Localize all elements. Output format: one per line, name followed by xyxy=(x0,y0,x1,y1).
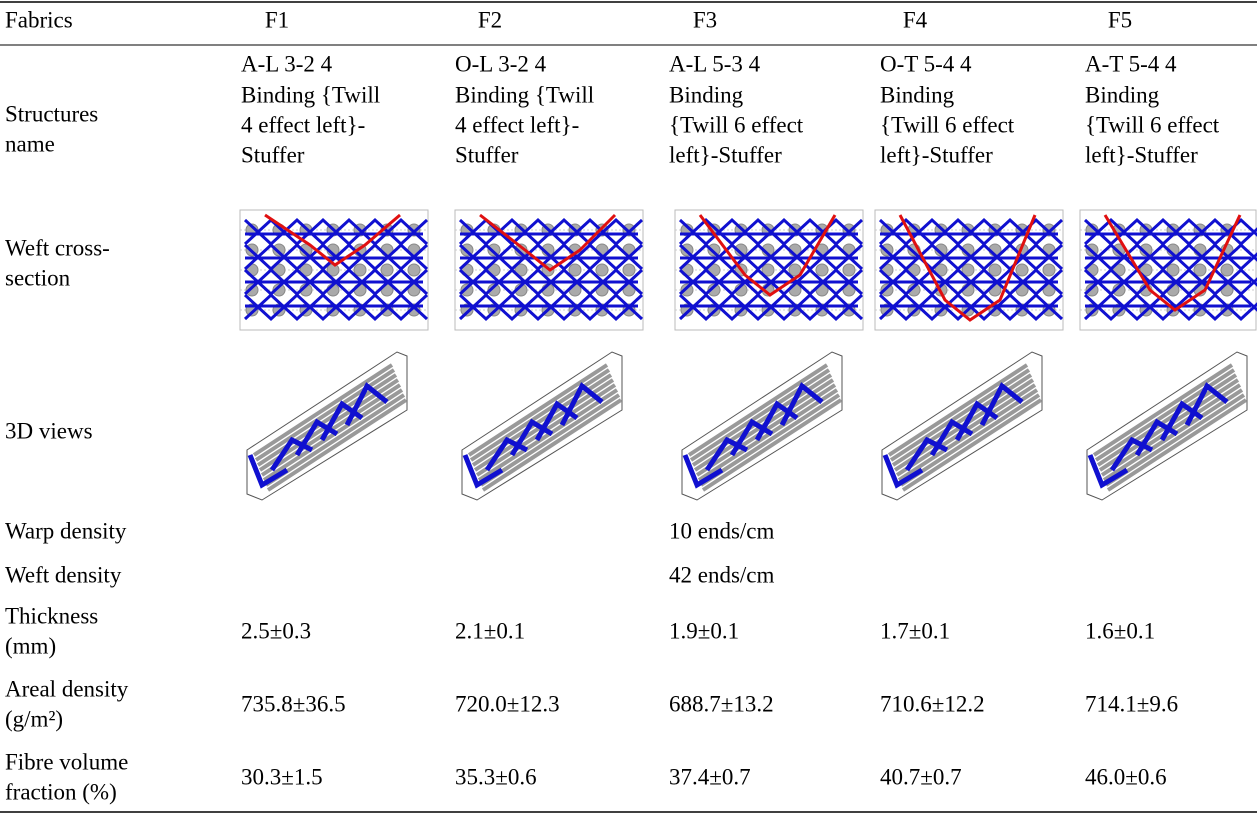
cross-section xyxy=(1080,210,1257,330)
cell-value: 1.7±0.1 xyxy=(880,618,950,643)
cell-value: 42 ends/cm xyxy=(669,562,775,587)
cell-value: 735.8±36.5 xyxy=(241,691,346,716)
row-label: fraction (%) xyxy=(5,779,117,804)
view-3d xyxy=(882,352,1042,500)
table: Fabrics F1 F2 F3 F4 F5 Structures name A-L 3-2 4… xyxy=(0,0,1257,815)
figures xyxy=(240,210,1257,500)
row-label: Weft cross- xyxy=(5,235,110,260)
cell-value: 710.6±12.2 xyxy=(880,691,985,716)
cell-value: 37.4±0.7 xyxy=(669,764,751,789)
structure-name: Stuffer xyxy=(455,142,519,167)
structure-name: {Twill 6 effect xyxy=(1085,112,1220,137)
structure-name: left}-Stuffer xyxy=(669,142,782,167)
structure-name: Binding xyxy=(669,82,744,107)
row-label: name xyxy=(5,131,55,156)
structure-name: left}-Stuffer xyxy=(1085,142,1198,167)
header-cell: Fabrics xyxy=(5,7,73,32)
row-label: Thickness xyxy=(5,603,98,628)
header-cell: F5 xyxy=(1108,7,1132,32)
cell-value: 10 ends/cm xyxy=(669,518,775,543)
cross-section xyxy=(875,210,1063,330)
header-cell: F4 xyxy=(903,7,928,32)
view-3d xyxy=(682,352,842,500)
cell-value: 30.3±1.5 xyxy=(241,764,323,789)
structure-name: 4 effect left}- xyxy=(241,112,365,137)
header-cell: F3 xyxy=(693,7,717,32)
cell-value: 2.5±0.3 xyxy=(241,618,311,643)
fibre xyxy=(381,264,393,276)
structure-name: O-T 5-4 4 xyxy=(880,51,972,76)
row-label: (g/m²) xyxy=(5,706,63,731)
structure-name: 4 effect left}- xyxy=(455,112,579,137)
view-3d xyxy=(462,352,622,500)
fibre xyxy=(354,264,366,276)
fibre xyxy=(623,264,635,276)
fibre xyxy=(596,264,608,276)
structure-name: Binding xyxy=(880,82,955,107)
view-3d xyxy=(1087,352,1247,500)
row-label: 3D views xyxy=(5,418,93,443)
structure-name: A-T 5-4 4 xyxy=(1085,51,1177,76)
structure-name: Stuffer xyxy=(241,142,305,167)
structure-name: Binding {Twill xyxy=(455,82,594,107)
fibre xyxy=(1043,264,1055,276)
structure-name: A-L 3-2 4 xyxy=(241,51,333,76)
row-label: Weft density xyxy=(5,562,122,587)
cell-value: 35.3±0.6 xyxy=(455,764,537,789)
structure-name: {Twill 6 effect xyxy=(880,112,1015,137)
cell-value: 688.7±13.2 xyxy=(669,691,774,716)
cell-value: 714.1±9.6 xyxy=(1085,691,1178,716)
cell-value: 46.0±0.6 xyxy=(1085,764,1167,789)
row-label: Warp density xyxy=(5,518,127,543)
fibre xyxy=(1194,264,1206,276)
cross-section xyxy=(240,210,428,330)
fibre xyxy=(816,264,828,276)
cell-value: 720.0±12.3 xyxy=(455,691,560,716)
cell-value: 1.9±0.1 xyxy=(669,618,739,643)
header-cell: F1 xyxy=(265,7,289,32)
fibre xyxy=(1221,264,1233,276)
cell-value: 40.7±0.7 xyxy=(880,764,962,789)
fibre xyxy=(408,264,420,276)
structure-name: left}-Stuffer xyxy=(880,142,993,167)
structure-name: A-L 5-3 4 xyxy=(669,51,761,76)
row-label: Structures xyxy=(5,101,98,126)
fibre xyxy=(843,264,855,276)
fibre xyxy=(569,264,581,276)
cross-section xyxy=(455,210,643,330)
header-cell: F2 xyxy=(478,7,502,32)
structure-name: {Twill 6 effect xyxy=(669,112,804,137)
structure-name: Binding {Twill xyxy=(241,82,380,107)
cell-value: 2.1±0.1 xyxy=(455,618,525,643)
row-label: (mm) xyxy=(5,633,56,658)
cross-section xyxy=(675,210,863,330)
view-3d xyxy=(247,352,407,500)
row-label: section xyxy=(5,265,71,290)
row-label: Fibre volume xyxy=(5,749,128,774)
structure-name: O-L 3-2 4 xyxy=(455,51,547,76)
cell-value: 1.6±0.1 xyxy=(1085,618,1155,643)
row-label: Areal density xyxy=(5,676,129,701)
structure-name: Binding xyxy=(1085,82,1160,107)
fibre xyxy=(1016,264,1028,276)
fibre xyxy=(989,264,1001,276)
